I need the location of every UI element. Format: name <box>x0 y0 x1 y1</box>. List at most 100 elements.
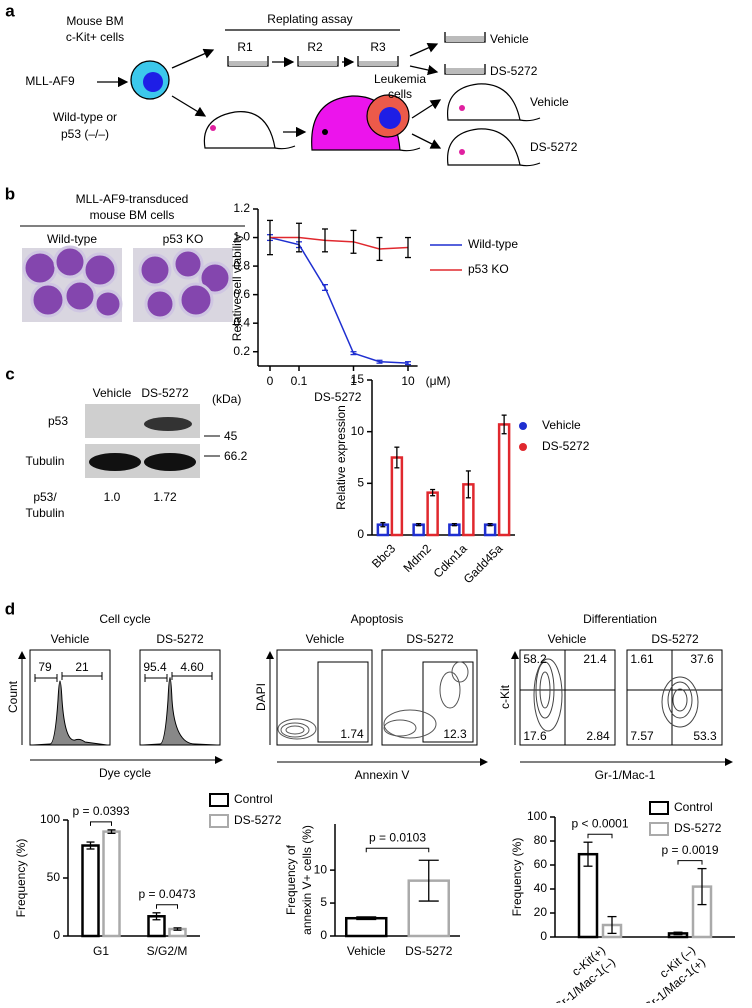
label: MLL-AF9-transduced <box>76 192 189 206</box>
y-tick-label: 60 <box>534 857 548 871</box>
y-axis-title: Frequency (%) <box>510 838 524 917</box>
significance-bracket <box>677 860 703 865</box>
y-tick-label: 0 <box>53 928 60 942</box>
label: cells <box>388 87 412 101</box>
label: 2.84 <box>586 729 610 743</box>
y-tick-label: 0.8 <box>233 258 250 272</box>
label: Count <box>6 680 20 713</box>
panel-label: b <box>5 184 15 203</box>
error-bar <box>296 222 302 253</box>
error-bar <box>152 912 161 921</box>
label: 45 <box>224 429 238 443</box>
y-tick-label: 10 <box>351 424 365 438</box>
y-tick-label: 0 <box>320 928 327 942</box>
y-axis-title: Frequency of <box>284 844 298 915</box>
legend-label: DS-5272 <box>542 439 590 453</box>
y-tick-label: 100 <box>40 812 60 826</box>
legend-label: Control <box>234 792 273 806</box>
label: 17.6 <box>523 729 547 743</box>
x-axis-title: DS-5272 <box>314 390 362 404</box>
y-tick-label: 0 <box>357 527 364 541</box>
error-bar <box>350 229 357 254</box>
y-axis-title: annexin V+ cells (%) <box>300 825 314 935</box>
x-tick-label: Gadd45a <box>461 541 506 586</box>
y-tick-label: 0.4 <box>233 315 250 329</box>
label: 7.57 <box>630 729 654 743</box>
panel-label: c <box>5 364 14 383</box>
significance-bracket <box>365 847 430 853</box>
error-bar <box>697 867 707 906</box>
label: 95.4 <box>143 660 167 674</box>
panel-label: a <box>5 1 15 20</box>
label: DS-5272 <box>651 632 699 646</box>
legend-swatch <box>649 822 669 836</box>
label: Replating assay <box>267 12 352 26</box>
label: R2 <box>307 40 323 54</box>
error-bar <box>416 522 422 527</box>
error-bar <box>356 916 377 921</box>
label: 1.74 <box>340 727 364 741</box>
y-axis-title: Frequency (%) <box>14 839 28 918</box>
bar <box>345 916 388 938</box>
label: Gr-1/Mac-1 <box>595 768 656 782</box>
label: Vehicle <box>93 386 132 400</box>
y-tick-label: 5 <box>320 895 327 909</box>
legend-label: DS-5272 <box>674 821 722 835</box>
label: p53 KO <box>163 232 204 246</box>
label: mouse BM cells <box>90 208 175 222</box>
schematic <box>97 29 486 149</box>
label: 53.3 <box>693 729 717 743</box>
p-value: p = 0.0019 <box>661 843 718 857</box>
label: DS-5272 <box>490 64 538 78</box>
significance-bracket <box>156 904 178 909</box>
y-tick-label: 0 <box>540 929 547 943</box>
label: Vehicle <box>490 32 529 46</box>
label: 1.0 <box>104 490 121 504</box>
error-bar <box>451 522 457 527</box>
x-tick-label: Bbc3 <box>369 541 398 570</box>
error-bar <box>86 841 95 850</box>
legend-label: DS-5272 <box>234 813 282 827</box>
legend-label: Vehicle <box>542 418 581 432</box>
label: DS-5272 <box>406 632 454 646</box>
error-bar <box>394 446 400 469</box>
label: p53/ <box>33 490 57 504</box>
x-tick-label: S/G2/M <box>147 944 188 958</box>
label: c-Kit+ cells <box>66 30 124 44</box>
label: 37.6 <box>690 652 714 666</box>
label: 21.4 <box>583 652 607 666</box>
line <box>269 236 409 364</box>
legend-swatch <box>649 801 669 815</box>
x-tick-label: 0.1 <box>291 374 308 388</box>
error-bar <box>322 283 329 292</box>
label: 1.61 <box>630 652 654 666</box>
error-bar <box>487 522 493 527</box>
error-bar <box>376 236 383 262</box>
p-value: p = 0.0103 <box>369 830 426 844</box>
legend-swatch <box>519 422 527 430</box>
label: c-Kit <box>498 684 512 709</box>
bar <box>426 491 439 537</box>
label: MLL-AF9 <box>25 74 75 88</box>
label: Vehicle <box>548 632 587 646</box>
label: Annexin V <box>355 768 410 782</box>
error-bar <box>673 931 683 936</box>
legend-label: Wild-type <box>468 237 518 251</box>
x-tick-label: 10 <box>401 374 415 388</box>
bar <box>497 423 511 537</box>
error-bar <box>418 859 439 902</box>
significance-bracket <box>90 821 112 826</box>
label: R3 <box>370 40 386 54</box>
legend-swatch <box>209 814 229 828</box>
x-tick-label: DS-5272 <box>405 944 453 958</box>
legend-swatch <box>209 793 229 807</box>
p-value: p = 0.0473 <box>138 887 195 901</box>
y-tick-label: 1.0 <box>233 230 250 244</box>
label: Differentiation <box>583 612 657 626</box>
p-value: p = 0.0393 <box>72 804 129 818</box>
label: Tubulin <box>26 454 65 468</box>
y-tick-label: 50 <box>47 870 61 884</box>
x-tick-label: 1 <box>350 374 357 388</box>
y-tick-label: 15 <box>351 372 365 386</box>
